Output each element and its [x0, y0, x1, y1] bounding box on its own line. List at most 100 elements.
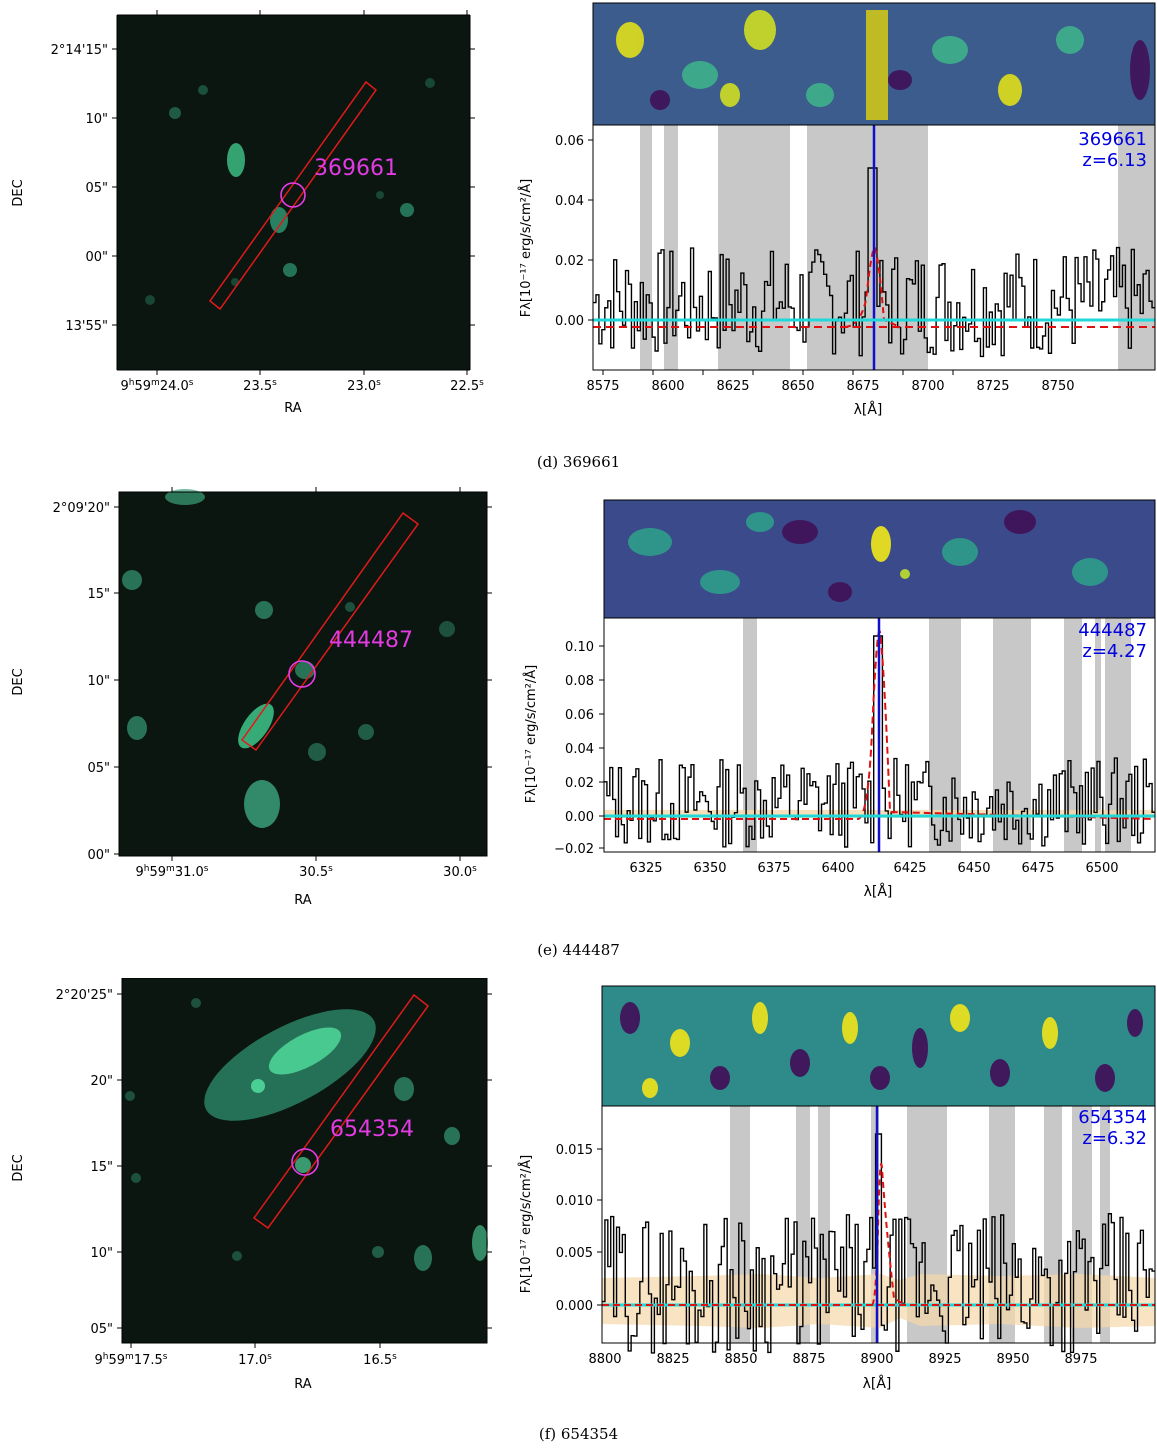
dec-tick-label: 05"	[90, 1322, 113, 1337]
y-tick-label: 0.04	[565, 742, 594, 757]
ra-tick-label: 23.0s	[347, 378, 381, 394]
spectrum-2d-e	[603, 499, 1156, 619]
x-axis-label: λ[Å]	[864, 883, 893, 900]
source-label: 654354	[330, 1117, 414, 1142]
y-tick-label: 0.10	[565, 640, 594, 655]
galaxy-blobs	[122, 489, 455, 828]
galaxy-blobs	[145, 78, 435, 305]
gaussian-fit	[871, 1163, 906, 1306]
y-tick-label: 0.00	[565, 810, 594, 825]
redshift-label: z=6.13	[1082, 150, 1147, 171]
dec-tick-label: 2°14'15"	[51, 43, 108, 58]
ra-tick-label: 17.0s	[238, 1352, 272, 1368]
ra-tick-label: 23.5s	[243, 378, 277, 394]
caption-e: (e) 444487	[537, 941, 620, 959]
noise-band	[602, 1274, 1155, 1328]
gaussian-fit	[844, 246, 901, 328]
dec-tick-label: 10"	[90, 1246, 113, 1261]
x-tick-label: 6500	[1085, 861, 1118, 876]
dec-tick-label: 13'55"	[65, 319, 108, 334]
y-axis-label: Fλ[10⁻¹⁷ erg/s/cm²/Å]	[518, 1155, 534, 1293]
slit-outline	[208, 80, 378, 311]
y-tick-label: 0.08	[565, 674, 594, 689]
ra-axis-label: RA	[284, 401, 302, 416]
x-tick-label: 8575	[586, 379, 619, 394]
x-tick-label: 8675	[846, 379, 879, 394]
x-tick-label: 6425	[893, 861, 926, 876]
dec-axis-label: DEC	[11, 179, 26, 206]
figure-panel-d: 369661 2°14'15" 10" 05" 00" 13'	[0, 0, 1157, 480]
caption-f: (f) 654354	[538, 1425, 619, 1443]
y-axis-label: Fλ[10⁻¹⁷ erg/s/cm²/Å]	[518, 179, 534, 317]
ra-axis-label: RA	[294, 893, 312, 908]
x-tick-label: 8850	[724, 1352, 757, 1367]
panel-e-svg: 444487 2°09'20" 15" 10" 05" 00"	[11, 487, 1156, 908]
ra-axis-label: RA	[294, 1377, 312, 1392]
x-tick-label: 8800	[588, 1352, 621, 1367]
y-tick-label: 0.015	[556, 1143, 593, 1158]
dec-tick-label: 05"	[87, 761, 110, 776]
x-tick-label: 8750	[1041, 379, 1074, 394]
panel-f-svg: 654354 2°20'25" 20" 15" 10" 05" 9h59	[11, 977, 1156, 1392]
slit-outline	[252, 993, 430, 1230]
source-circle	[280, 182, 306, 208]
galaxy-blobs	[125, 998, 488, 1271]
y-tick-label: 0.02	[555, 254, 584, 269]
x-tick-label: 6325	[629, 861, 662, 876]
spectrum-1d-f: 0.000 0.005 0.010 0.015 8800 8825 8850 8…	[518, 1105, 1156, 1392]
ra-tick-label: 22.5s	[450, 378, 484, 394]
y-tick-label: 0.00	[555, 314, 584, 329]
y-tick-label: 0.06	[565, 708, 594, 723]
object-id-label: 444487	[1078, 620, 1147, 641]
source-circle	[288, 660, 316, 688]
spectrum-1d-d: 0.00 0.02 0.04 0.06 8575 8600 8625 8650 …	[518, 124, 1156, 418]
ra-tick-label: 16.5s	[363, 1352, 397, 1368]
x-tick-label: 8900	[860, 1352, 893, 1367]
dec-tick-label: 15"	[87, 587, 110, 602]
image-d: 369661 2°14'15" 10" 05" 00" 13'	[11, 10, 484, 416]
y-tick-label: 0.04	[555, 194, 584, 209]
panel-d-svg: 369661 2°14'15" 10" 05" 00" 13'	[11, 2, 1156, 418]
slit-outline	[240, 511, 420, 752]
source-label: 444487	[329, 628, 413, 653]
y-tick-label: 0.010	[556, 1194, 593, 1209]
dec-tick-label: 10"	[87, 674, 110, 689]
dec-tick-label: 05"	[85, 181, 108, 196]
dec-tick-label: 2°09'20"	[53, 501, 110, 516]
figure-panel-e: 444487 2°09'20" 15" 10" 05" 00"	[0, 482, 1157, 962]
x-tick-label: 8725	[976, 379, 1009, 394]
flux-spectrum	[604, 635, 1155, 848]
x-tick-label: 8625	[716, 379, 749, 394]
dec-tick-label: 2°20'25"	[56, 988, 113, 1003]
dec-axis-label: DEC	[11, 668, 26, 695]
dec-axis-label: DEC	[11, 1154, 26, 1181]
x-axis-label: λ[Å]	[854, 401, 883, 418]
x-tick-label: 8700	[911, 379, 944, 394]
flux-spectrum	[593, 167, 1155, 358]
x-tick-label: 8825	[656, 1352, 689, 1367]
image-e: 444487 2°09'20" 15" 10" 05" 00"	[11, 487, 492, 908]
x-tick-label: 8975	[1064, 1352, 1097, 1367]
x-tick-label: 6375	[757, 861, 790, 876]
ra-tick-label: 9h59m17.5s	[95, 1352, 168, 1368]
source-circle	[291, 1148, 319, 1176]
figure-panel-f: 654354 2°20'25" 20" 15" 10" 05" 9h59	[0, 977, 1157, 1418]
gaussian-fit	[604, 630, 1156, 820]
dec-tick-label: 20"	[90, 1074, 113, 1089]
x-tick-label: 8600	[651, 379, 684, 394]
y-tick-label: 0.02	[565, 776, 594, 791]
x-tick-label: 8950	[996, 1352, 1029, 1367]
flux-spectrum	[602, 1133, 1155, 1354]
dec-tick-label: 00"	[87, 848, 110, 863]
y-axis-label: Fλ[10⁻¹⁷ erg/s/cm²/Å]	[523, 665, 539, 803]
object-id-label: 369661	[1078, 129, 1147, 150]
spectrum-2d-d	[592, 2, 1156, 126]
x-tick-label: 8925	[928, 1352, 961, 1367]
x-axis-label: λ[Å]	[863, 1375, 892, 1392]
x-tick-label: 6475	[1021, 861, 1054, 876]
spectrum-2d-f	[601, 985, 1156, 1107]
redshift-label: z=4.27	[1082, 641, 1147, 662]
dec-tick-label: 10"	[85, 112, 108, 127]
redshift-label: z=6.32	[1082, 1128, 1147, 1149]
x-tick-label: 6400	[821, 861, 854, 876]
